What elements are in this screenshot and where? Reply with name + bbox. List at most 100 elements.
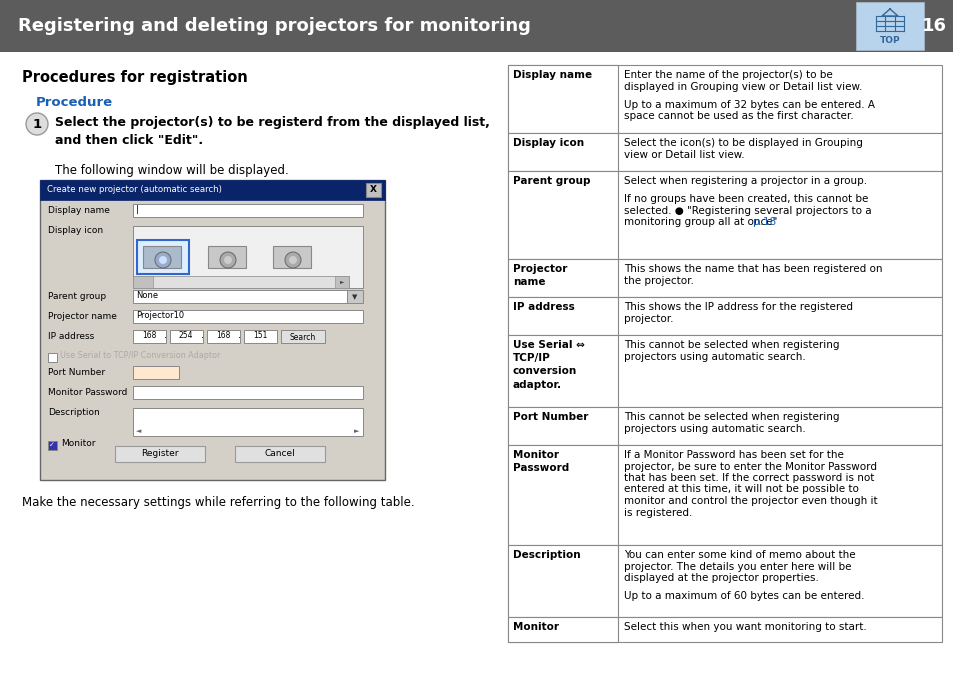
Text: This shows the name that has been registered on: This shows the name that has been regist… <box>623 264 882 274</box>
Bar <box>132 226 363 288</box>
Text: Monitor: Monitor <box>513 622 558 632</box>
Bar <box>132 290 347 303</box>
Text: Select the projector(s) to be registerd from the displayed list,
and then click : Select the projector(s) to be registerd … <box>55 116 489 147</box>
Text: Projector10: Projector10 <box>136 310 184 319</box>
Text: Make the necessary settings while referring to the following table.: Make the necessary settings while referr… <box>22 496 415 509</box>
Text: IP address: IP address <box>48 332 94 341</box>
Text: Port Number: Port Number <box>513 412 588 422</box>
Bar <box>115 446 205 462</box>
Bar <box>132 408 363 436</box>
Bar <box>507 445 941 545</box>
Text: TOP: TOP <box>879 36 900 45</box>
Bar <box>507 335 941 407</box>
Text: This cannot be selected when registering: This cannot be selected when registering <box>623 340 839 350</box>
Circle shape <box>159 256 167 264</box>
Text: X: X <box>370 186 376 194</box>
Text: displayed in Grouping view or Detail list view.: displayed in Grouping view or Detail lis… <box>623 82 862 92</box>
Bar <box>143 246 181 268</box>
Text: If a Monitor Password has been set for the: If a Monitor Password has been set for t… <box>623 450 843 460</box>
Text: IP address: IP address <box>513 302 574 312</box>
Text: Registering and deleting projectors for monitoring: Registering and deleting projectors for … <box>18 17 530 35</box>
Text: Select this when you want monitoring to start.: Select this when you want monitoring to … <box>623 622 866 632</box>
Text: Up to a maximum of 32 bytes can be entered. A: Up to a maximum of 32 bytes can be enter… <box>623 100 874 110</box>
Text: the projector.: the projector. <box>623 275 693 286</box>
Text: Description: Description <box>513 550 580 560</box>
Text: Select when registering a projector in a group.: Select when registering a projector in a… <box>623 176 866 186</box>
Text: p.18: p.18 <box>752 217 776 227</box>
Text: You can enter some kind of memo about the: You can enter some kind of memo about th… <box>623 550 855 560</box>
Text: view or Detail list view.: view or Detail list view. <box>623 149 744 159</box>
Text: Up to a maximum of 60 bytes can be entered.: Up to a maximum of 60 bytes can be enter… <box>623 591 863 601</box>
Bar <box>507 617 618 642</box>
Text: Procedures for registration: Procedures for registration <box>22 70 248 85</box>
Text: ►: ► <box>354 428 358 434</box>
Bar <box>507 171 618 259</box>
Text: This shows the IP address for the registered: This shows the IP address for the regist… <box>623 302 852 312</box>
Text: 254: 254 <box>178 331 193 340</box>
Text: ◄: ◄ <box>136 428 141 434</box>
Text: monitoring group all at once": monitoring group all at once" <box>623 217 780 227</box>
Text: This cannot be selected when registering: This cannot be selected when registering <box>623 412 839 422</box>
Text: Monitor Password: Monitor Password <box>48 388 128 397</box>
Text: .: . <box>201 330 204 340</box>
Text: Use Serial ⇔
TCP/IP
conversion
adaptor.: Use Serial ⇔ TCP/IP conversion adaptor. <box>513 340 584 389</box>
Bar <box>40 180 385 480</box>
Text: Use Serial to TCP/IP Conversion Adaptor: Use Serial to TCP/IP Conversion Adaptor <box>60 350 220 360</box>
Text: If no groups have been created, this cannot be: If no groups have been created, this can… <box>623 194 867 205</box>
Text: Display icon: Display icon <box>513 138 583 148</box>
Circle shape <box>224 256 232 264</box>
Text: Port Number: Port Number <box>48 368 105 377</box>
Bar <box>347 290 363 303</box>
Text: monitor and control the projector even though it: monitor and control the projector even t… <box>623 496 877 506</box>
Circle shape <box>26 113 48 135</box>
Bar <box>132 276 349 288</box>
Bar <box>244 330 276 343</box>
Bar <box>0 0 953 52</box>
Bar <box>132 330 166 343</box>
Bar <box>507 407 618 445</box>
Circle shape <box>154 252 171 268</box>
Text: displayed at the projector properties.: displayed at the projector properties. <box>623 573 818 583</box>
Text: projectors using automatic search.: projectors using automatic search. <box>623 423 805 433</box>
Bar <box>507 65 941 133</box>
Bar <box>507 445 618 545</box>
Text: Description: Description <box>48 408 100 417</box>
Text: The following window will be displayed.: The following window will be displayed. <box>55 164 289 177</box>
Bar <box>207 330 240 343</box>
Text: Monitor: Monitor <box>61 439 95 448</box>
Text: .: . <box>238 330 241 340</box>
Text: Display name: Display name <box>48 206 110 215</box>
Text: selected. ● "Registering several projectors to a: selected. ● "Registering several project… <box>623 206 871 216</box>
Text: Parent group: Parent group <box>48 292 106 301</box>
Text: ✓: ✓ <box>49 442 55 448</box>
Text: 168: 168 <box>142 331 156 340</box>
Bar <box>507 133 618 171</box>
Bar <box>507 259 941 297</box>
Bar <box>507 259 618 297</box>
Text: ►: ► <box>339 279 344 284</box>
Text: ▼: ▼ <box>352 294 357 300</box>
Bar <box>507 171 941 259</box>
Bar <box>507 133 941 171</box>
Bar <box>335 276 349 288</box>
Text: Monitor
Password: Monitor Password <box>513 450 569 473</box>
Text: Cancel: Cancel <box>264 450 295 458</box>
Text: projector.: projector. <box>623 313 673 323</box>
Text: Create new projector (automatic search): Create new projector (automatic search) <box>47 186 222 194</box>
Text: Register: Register <box>141 450 178 458</box>
Bar <box>507 335 618 407</box>
Text: |: | <box>136 205 139 213</box>
Bar <box>132 366 179 379</box>
Text: 1: 1 <box>32 117 42 130</box>
Text: projector, be sure to enter the Monitor Password: projector, be sure to enter the Monitor … <box>623 462 876 472</box>
Text: Select the icon(s) to be displayed in Grouping: Select the icon(s) to be displayed in Gr… <box>623 138 862 148</box>
Text: is registered.: is registered. <box>623 508 692 518</box>
Text: Projector name: Projector name <box>48 312 117 321</box>
Bar <box>132 276 152 288</box>
Bar <box>137 240 189 274</box>
Bar <box>507 407 941 445</box>
Circle shape <box>285 252 301 268</box>
Text: Display icon: Display icon <box>48 226 103 235</box>
Text: projectors using automatic search.: projectors using automatic search. <box>623 352 805 362</box>
Bar <box>132 204 363 217</box>
